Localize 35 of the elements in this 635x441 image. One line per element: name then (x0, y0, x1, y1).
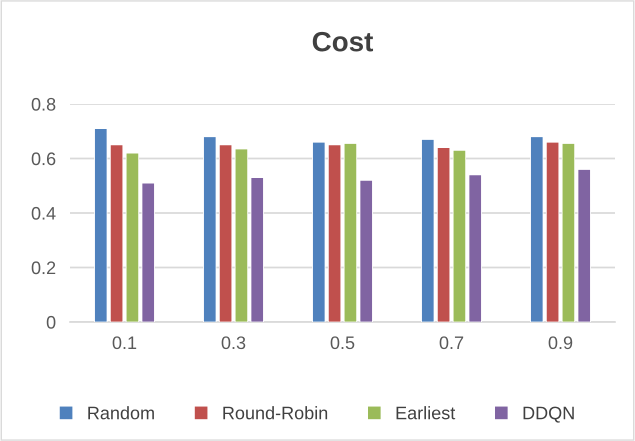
y-tick-label: 0.2 (32, 261, 56, 274)
bar (250, 177, 264, 322)
bar (344, 143, 358, 322)
bar (203, 136, 216, 322)
y-tick-label: 0.4 (32, 206, 56, 220)
bar (562, 143, 576, 322)
legend-label: Earliest (396, 406, 456, 420)
y-tick-label: 0.8 (32, 98, 56, 111)
bar (421, 139, 434, 322)
bar (94, 128, 108, 322)
x-tick-label: 0.5 (330, 336, 354, 350)
bar (126, 152, 140, 322)
bar (530, 136, 544, 322)
legend-label: Random (88, 406, 154, 420)
bar (578, 168, 591, 322)
bar (360, 180, 373, 322)
bar (546, 142, 560, 322)
legend-label: DDQN (524, 406, 574, 423)
bar (452, 150, 466, 322)
x-tick-label: 0.3 (222, 336, 246, 350)
x-tick-label: 0.9 (548, 336, 572, 350)
bar (218, 144, 232, 322)
y-tick-label: 0 (46, 316, 56, 329)
legend-label: Round-Robin (223, 406, 328, 420)
bar (142, 182, 155, 322)
bar (110, 144, 124, 322)
bar (234, 148, 248, 322)
bar (328, 144, 342, 322)
x-tick-label: 0.1 (112, 336, 136, 350)
x-tick-label: 0.7 (440, 336, 464, 350)
bar (436, 147, 450, 322)
bar (312, 142, 326, 322)
bar (468, 174, 482, 322)
y-tick-label: 0.6 (32, 152, 56, 166)
chart-title: Cost (312, 32, 374, 52)
